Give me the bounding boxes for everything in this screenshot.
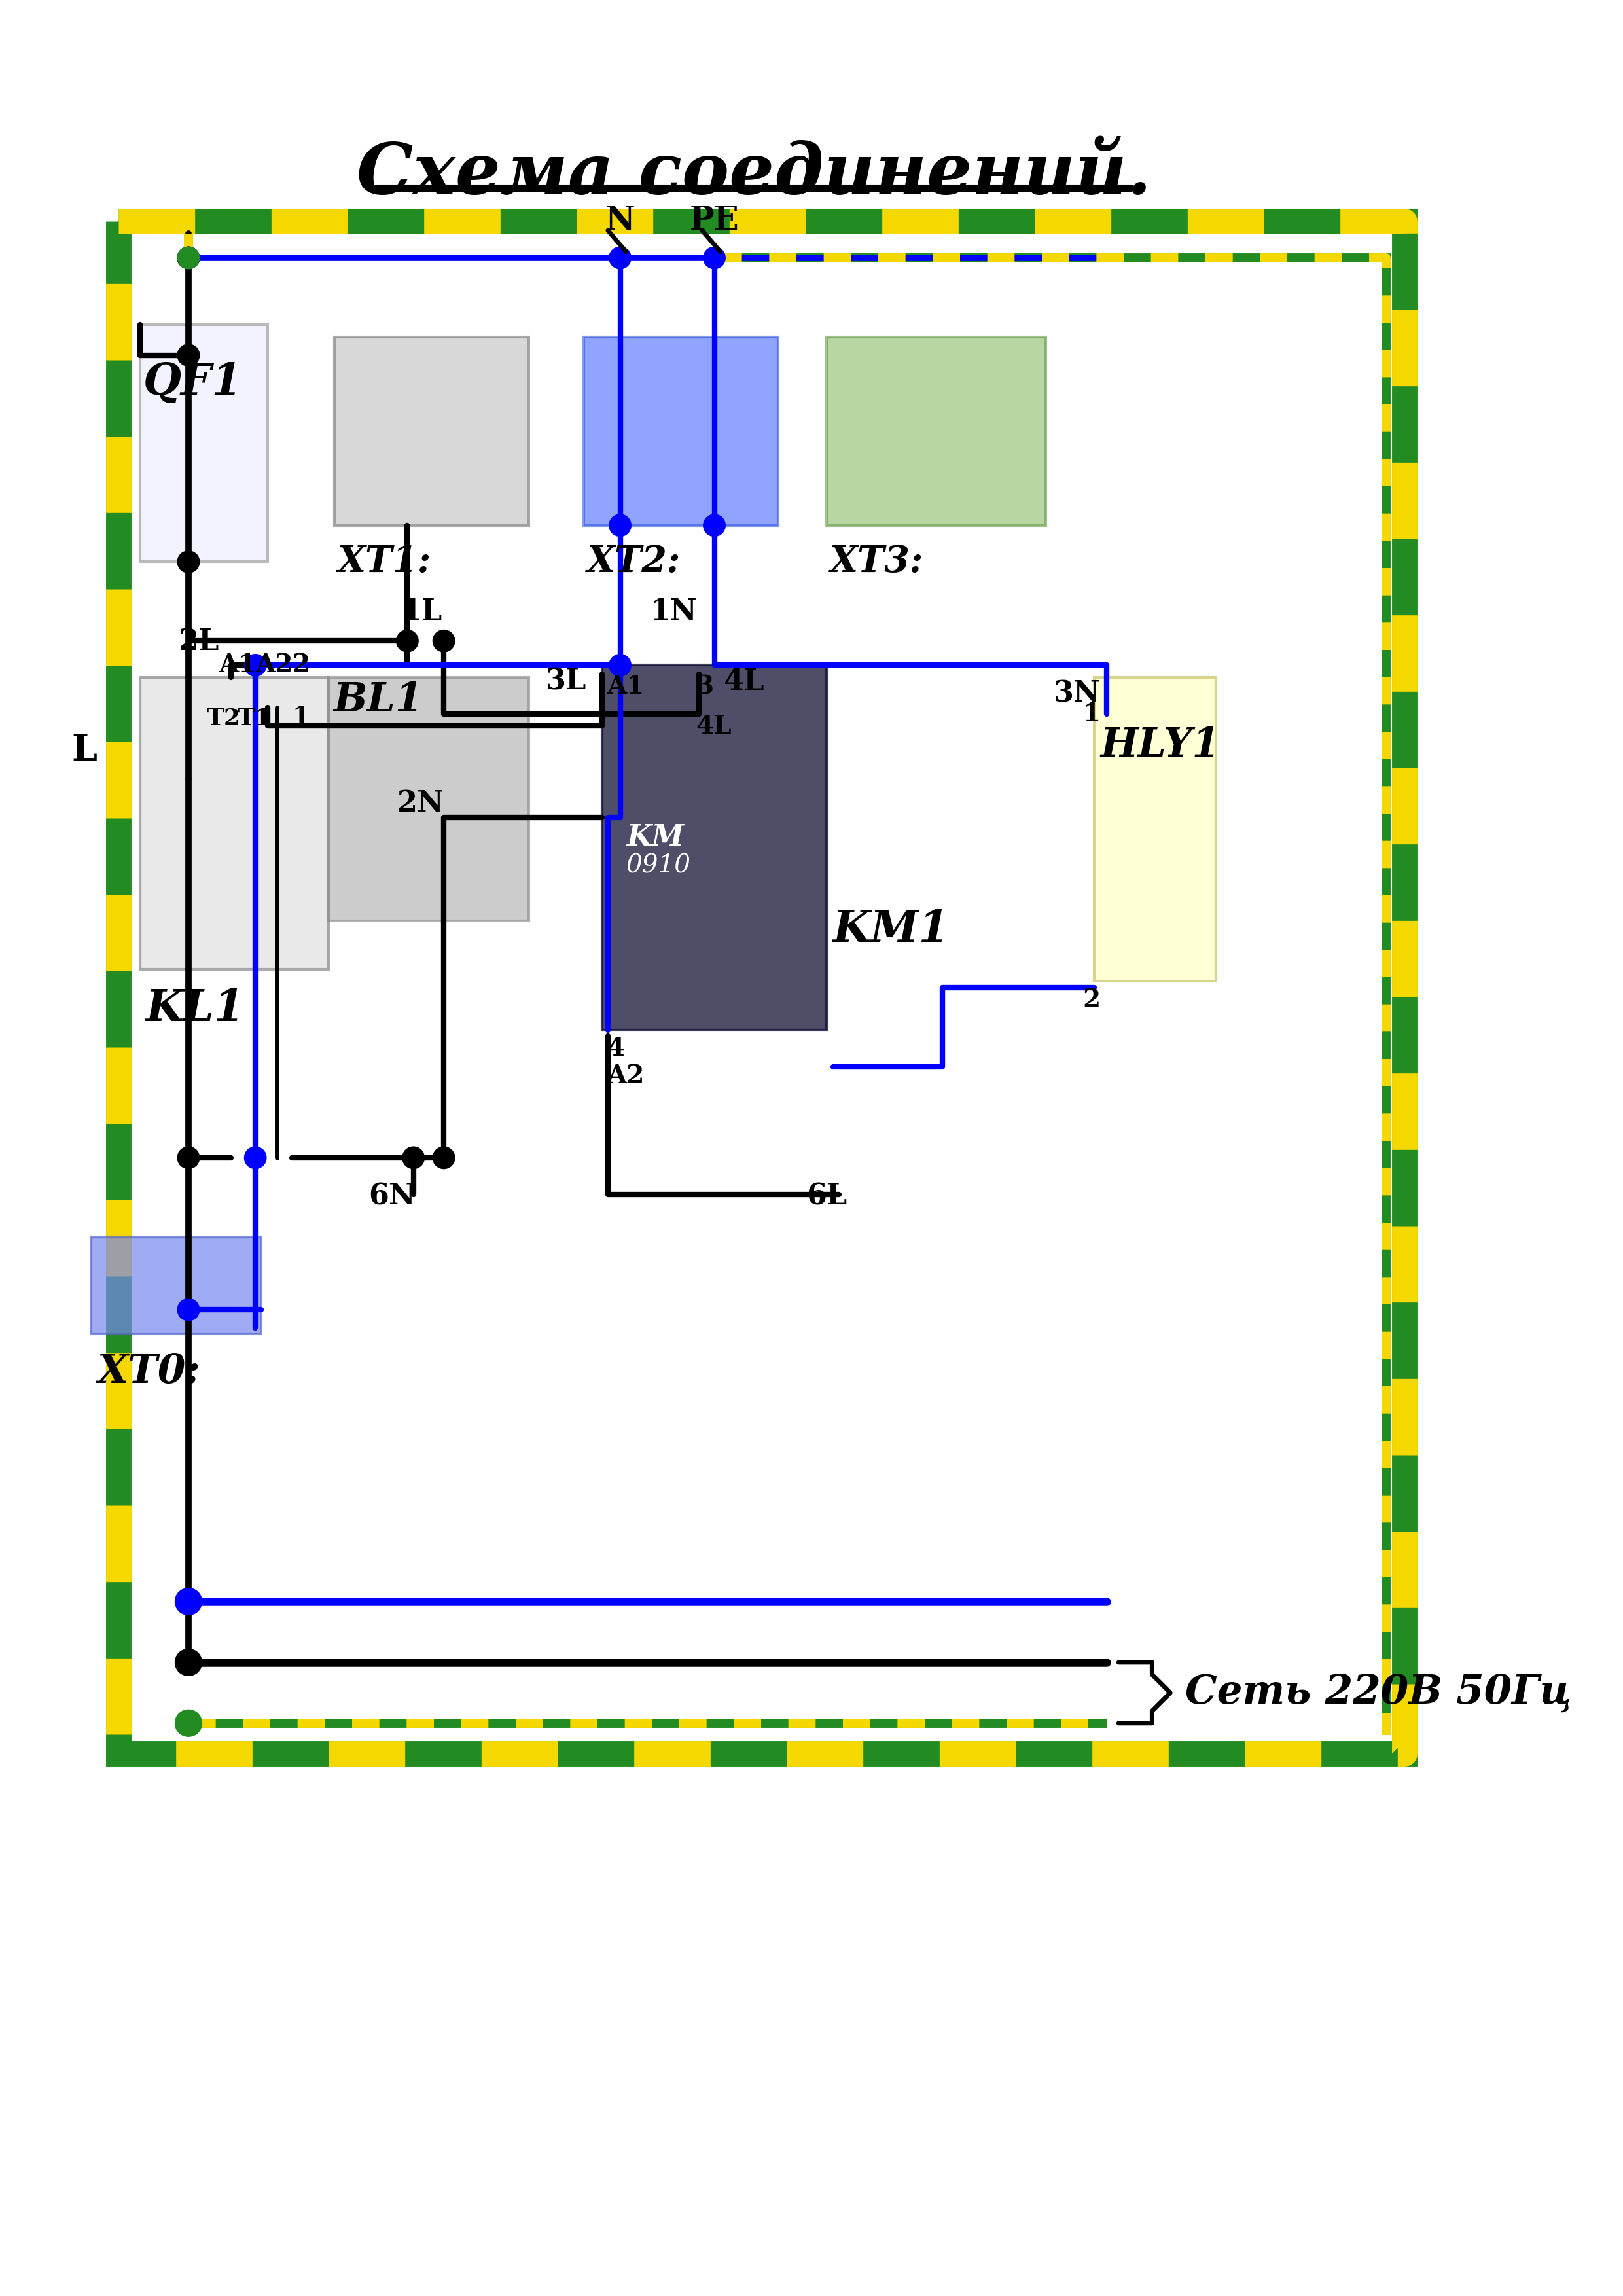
Circle shape [175,1649,201,1676]
Bar [140,677,328,969]
Text: 2: 2 [1083,987,1100,1013]
Text: 1L: 1L [401,597,441,627]
Text: 3: 3 [696,675,714,700]
Text: XT3:: XT3: [829,544,923,579]
Text: Схема соединений.: Схема соединений. [357,140,1151,209]
Circle shape [177,248,200,269]
Text: 2: 2 [292,652,310,677]
Text: BL1: BL1 [333,680,424,719]
Circle shape [433,1146,454,1169]
Text: N: N [605,204,635,236]
Circle shape [175,1589,201,1614]
Text: KL1: KL1 [146,987,245,1031]
Text: KM1: KM1 [833,909,949,951]
Text: A1: A1 [607,675,644,700]
Bar [334,338,529,526]
Circle shape [433,629,454,652]
Circle shape [245,654,266,677]
Circle shape [396,629,419,652]
Text: 6L: 6L [807,1182,847,1210]
Circle shape [609,654,631,677]
Text: 3N: 3N [1053,680,1100,707]
Text: XT1:: XT1: [338,544,432,579]
Text: A2: A2 [255,652,292,677]
Text: 2N: 2N [398,790,443,817]
Text: 1N: 1N [651,597,698,627]
Text: A2: A2 [607,1063,644,1088]
Bar [826,338,1045,526]
Text: 2L: 2L [179,629,219,657]
Circle shape [177,1146,200,1169]
Text: T2: T2 [206,707,240,730]
Text: 1: 1 [1083,703,1100,726]
Bar [1094,677,1216,980]
Text: L: L [71,732,97,769]
Text: A1: A1 [219,652,256,677]
Text: KM: KM [626,824,683,852]
Text: 4L: 4L [724,668,764,696]
Text: 3L: 3L [545,668,586,696]
Circle shape [703,248,725,269]
Text: 4: 4 [607,1035,625,1061]
Text: QF1: QF1 [143,360,242,404]
Circle shape [609,248,631,269]
Text: 4L: 4L [696,714,732,739]
Circle shape [177,344,200,365]
Text: HLY1: HLY1 [1100,726,1220,765]
Circle shape [177,1300,200,1320]
Circle shape [177,248,200,269]
Text: PE: PE [690,204,738,236]
Bar [91,1238,261,1334]
Text: 0910: 0910 [626,854,691,877]
Bar [328,677,529,921]
Text: 6N: 6N [368,1182,415,1210]
Text: XT2:: XT2: [586,544,680,579]
Circle shape [609,514,631,537]
Bar [584,338,777,526]
Bar [140,324,268,563]
Text: XT0:: XT0: [97,1352,201,1391]
Circle shape [703,514,725,537]
Circle shape [177,551,200,572]
Circle shape [177,248,200,269]
Circle shape [403,1146,424,1169]
Bar [602,666,826,1031]
Text: T1: T1 [237,707,271,730]
Text: Сеть 220В 50Гц: Сеть 220В 50Гц [1185,1674,1573,1713]
Circle shape [175,1711,201,1736]
Circle shape [245,1146,266,1169]
Text: 1: 1 [292,705,310,730]
